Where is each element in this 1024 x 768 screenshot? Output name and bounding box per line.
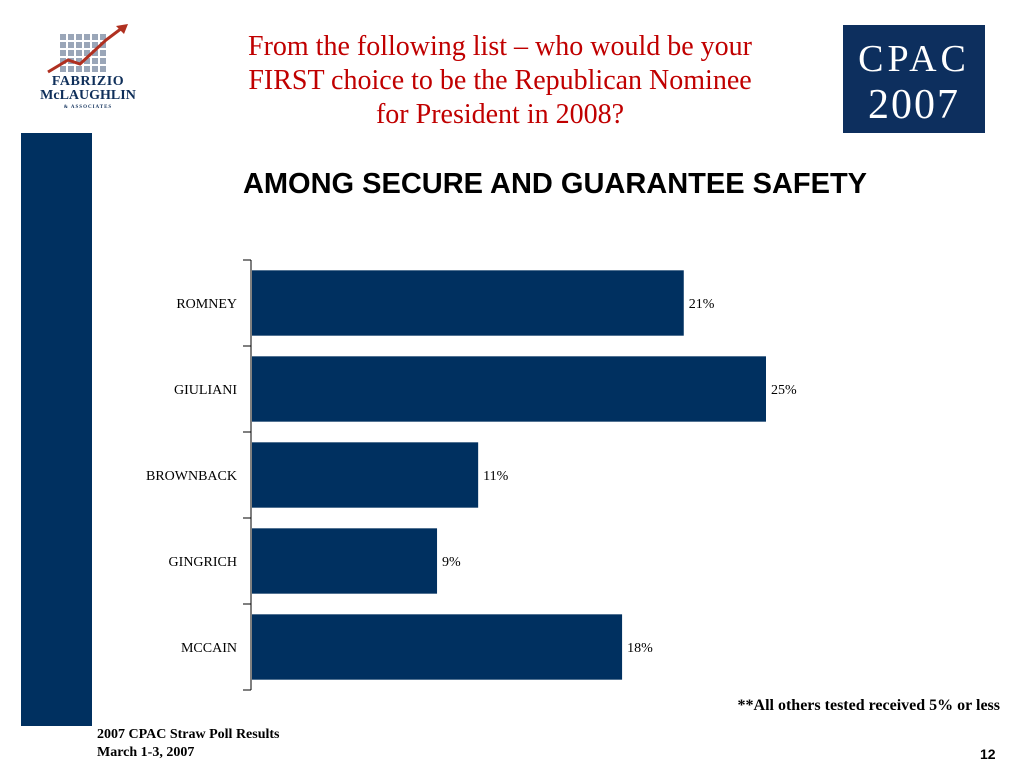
title-line-2: FIRST choice to be the Republican Nomine…: [248, 65, 752, 96]
chart-title: AMONG SECURE AND GUARANTEE SAFETY: [242, 168, 868, 200]
page-number: 12: [980, 746, 996, 762]
bar-gingrich: [252, 528, 438, 594]
data-label-mccain: 18%: [627, 641, 653, 656]
bar-brownback: [252, 442, 479, 508]
footer-line-2: March 1-3, 2007: [97, 745, 195, 760]
slide-title: From the following list – who would be y…: [170, 30, 830, 132]
category-label-giuliani: GIULIANI: [174, 383, 237, 398]
footnote: **All others tested received 5% or less: [737, 697, 1000, 714]
logo-text-line2: McLAUGHLIN: [40, 88, 136, 103]
bar-giuliani: [252, 356, 766, 422]
category-label-gingrich: GINGRICH: [169, 555, 237, 570]
title-line-1: From the following list – who would be y…: [248, 31, 752, 62]
bar-mccain: [252, 614, 623, 680]
category-label-mccain: MCCAIN: [181, 641, 237, 656]
data-label-romney: 21%: [689, 297, 715, 312]
cpac-logo-line2: 2007: [868, 82, 960, 128]
data-label-giuliani: 25%: [771, 383, 797, 398]
logo-text-line1: FABRIZIO: [51, 74, 125, 89]
footer-source: 2007 CPAC Straw Poll Results March 1-3, …: [97, 726, 280, 762]
cpac-2007-logo: CPAC 2007: [843, 25, 985, 133]
bar-romney: [252, 270, 684, 336]
footer-line-1: 2007 CPAC Straw Poll Results: [97, 727, 280, 742]
cpac-logo-line1: CPAC: [858, 38, 970, 80]
title-line-3: for President in 2008?: [375, 99, 625, 130]
data-label-brownback: 11%: [483, 469, 508, 484]
logo-chart-arrow-icon: [47, 24, 128, 74]
fabrizio-mclaughlin-logo: FABRIZIO McLAUGHLIN & ASSOCIATES: [18, 22, 158, 120]
category-label-brownback: BROWNBACK: [146, 469, 237, 484]
sidebar-decorative-bar: [21, 133, 92, 726]
logo-text-line3: & ASSOCIATES: [63, 105, 113, 110]
data-label-gingrich: 9%: [442, 555, 461, 570]
category-label-romney: ROMNEY: [176, 297, 237, 312]
